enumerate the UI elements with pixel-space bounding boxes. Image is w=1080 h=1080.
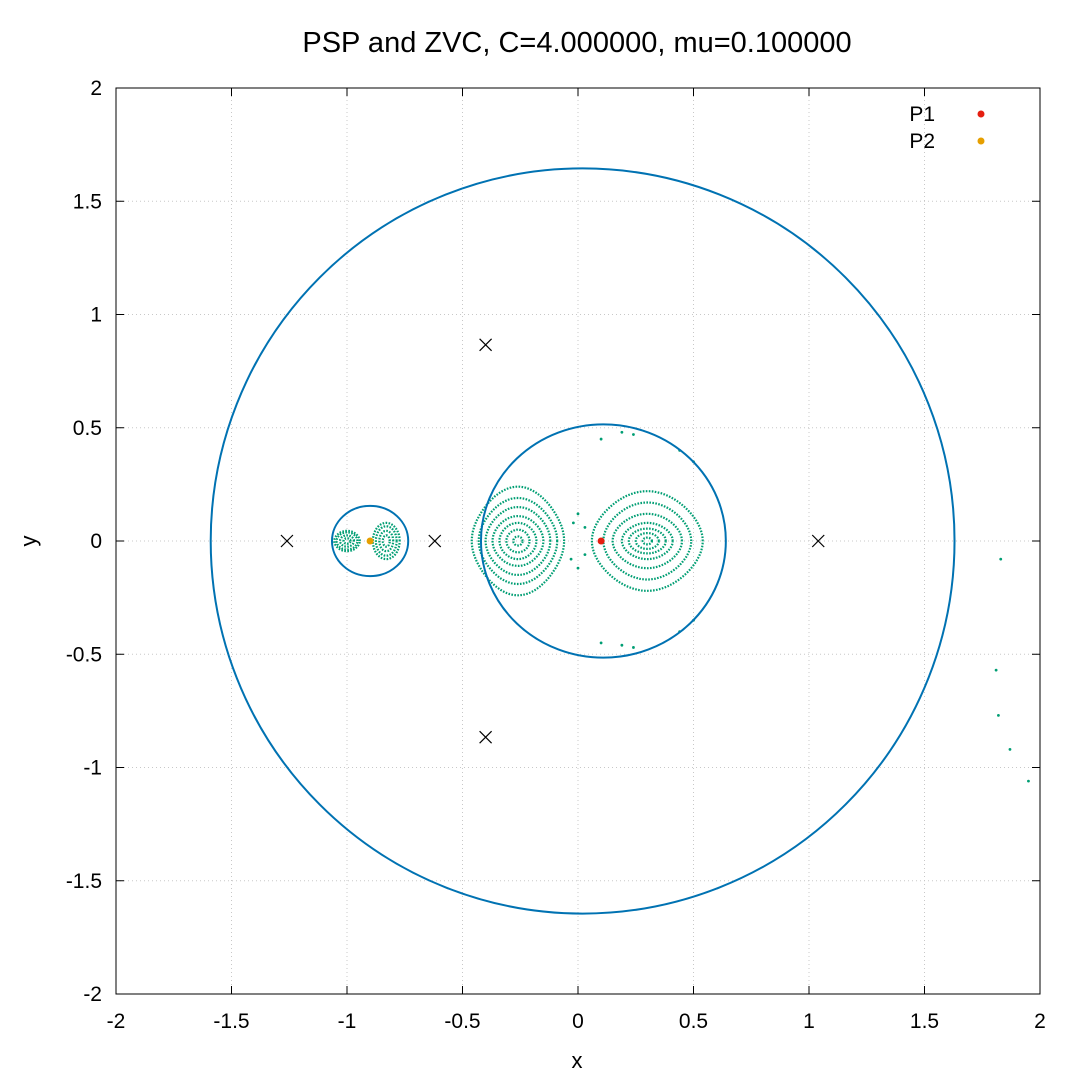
marker-stroke [280, 534, 294, 548]
zvc-curve [330, 504, 410, 578]
primary-p2-point [366, 537, 374, 545]
psp-orbit [470, 485, 566, 597]
psp-orbit [590, 490, 704, 592]
y-tick-label: 2 [90, 77, 102, 100]
y-tick-label: -0.5 [66, 643, 102, 666]
zvc-curve [209, 167, 956, 915]
psp-point [576, 566, 580, 570]
lagrange-point-marker [428, 534, 442, 548]
chart-title: PSP and ZVC, C=4.000000, mu=0.100000 [302, 27, 851, 59]
psp-point [620, 643, 624, 647]
marker-stroke [479, 730, 493, 744]
psp-orbit [641, 536, 653, 546]
psp-point [997, 714, 1000, 717]
psp-orbit [477, 496, 559, 586]
x-tick-label: -0.5 [444, 1010, 480, 1033]
psp-orbit [512, 535, 524, 547]
legend-label: P2 [909, 130, 935, 153]
tick-labels: -2 -1.5 -1 -0.5 0 0.5 1 1.5 2 -2 -1.5 -1 -0.5 0 0.5 1 1.… [66, 77, 1046, 1033]
x-axis-label: x [572, 1048, 583, 1073]
y-tick-label: 0 [90, 530, 102, 553]
primary-p1-point [597, 537, 605, 545]
psp-point [599, 641, 603, 645]
x-tick-label: 0 [572, 1010, 584, 1033]
psp-point [999, 557, 1003, 561]
marker-stroke [479, 338, 493, 352]
psp-orbit [335, 531, 359, 551]
psp-orbit [484, 506, 552, 576]
psp-orbit [342, 537, 352, 545]
y-tick-label: 1.5 [73, 190, 102, 213]
psp-point [576, 512, 580, 516]
psp-orbit [333, 529, 361, 553]
psp-orbit [374, 525, 398, 557]
lagrange-point-marker [280, 534, 294, 548]
y-tick-label: 0.5 [73, 417, 102, 440]
psp-point [1008, 747, 1012, 751]
psp-orbit [378, 529, 395, 553]
lagrange-point-marker [811, 534, 825, 548]
lagrange-point-marker [479, 730, 493, 744]
y-tick-label: 1 [90, 304, 102, 327]
y-tick-label: -2 [83, 983, 102, 1006]
grid-lines [116, 88, 1040, 994]
psp-point [1027, 779, 1030, 783]
psp-point [994, 668, 998, 672]
legend-marker [977, 137, 985, 145]
legend-marker [977, 110, 985, 118]
x-tick-label: 2 [1034, 1010, 1046, 1033]
psp-orbit [339, 534, 355, 548]
psp-orbit [491, 515, 545, 567]
psp-point [599, 437, 603, 441]
psp-orbit [505, 528, 531, 554]
psp-orbit [611, 512, 684, 570]
x-tick-label: -1.5 [213, 1010, 249, 1033]
y-tick-label: -1.5 [66, 870, 102, 893]
psp-orbit [371, 521, 401, 561]
x-tick-label: 1 [803, 1010, 815, 1033]
marker-stroke [811, 534, 825, 548]
psp-point [632, 646, 635, 649]
plot-area [209, 167, 1030, 915]
psp-orbit [498, 521, 538, 561]
marker-stroke [428, 534, 442, 548]
psp-point [632, 433, 635, 436]
x-tick-label: 1.5 [910, 1010, 939, 1033]
legend-label: P1 [909, 103, 935, 126]
lagrange-point-marker [479, 338, 493, 352]
x-tick-label: 0.5 [679, 1010, 708, 1033]
x-tick-label: -2 [107, 1010, 126, 1033]
plot-frame [115, 87, 1041, 995]
psp-orbit [627, 527, 667, 555]
y-tick-label: -1 [83, 757, 102, 780]
zvc-curve [479, 423, 727, 659]
psp-point [620, 430, 624, 434]
psp-orbit [381, 534, 391, 548]
psp-point [571, 521, 575, 525]
psp-point [583, 553, 587, 556]
psp-point [569, 557, 573, 561]
x-tick-label: -1 [338, 1010, 357, 1033]
psp-orbit [634, 532, 660, 550]
y-axis-label: y [16, 536, 41, 547]
psp-orbit [620, 521, 674, 561]
psp-point [583, 526, 587, 529]
